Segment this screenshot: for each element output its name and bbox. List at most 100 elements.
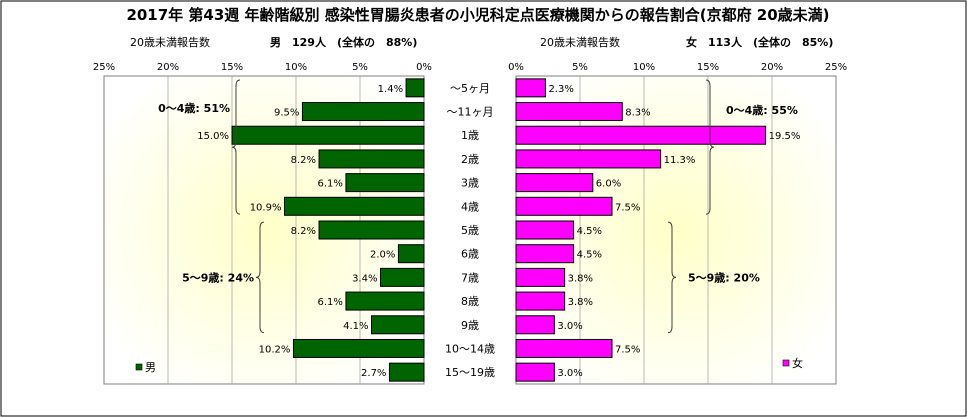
female-bar-label: 19.5% [769, 131, 801, 142]
female-header-count-label: 20歳未満報告数 [540, 36, 620, 49]
male-bar-label: 10.9% [250, 202, 282, 213]
female-bar-label: 7.5% [615, 344, 640, 355]
category-label-5: 4歳 [461, 200, 479, 213]
category-label-1: ～11ヶ月 [447, 106, 494, 119]
male-bar-label: 2.0% [370, 250, 395, 261]
male-bar-label: 1.4% [378, 84, 403, 95]
female-x-tick-label: 0% [508, 62, 524, 73]
female-header-summary: 女 113人 (全体の 85%) [686, 35, 833, 49]
male-bar-label: 8.2% [291, 226, 316, 237]
male-bar-label: 4.1% [343, 321, 368, 332]
male-bar-label: 15.0% [197, 131, 229, 142]
female-bar [515, 173, 594, 193]
male-bar [388, 362, 425, 382]
female-x-tick-label: 5% [572, 62, 588, 73]
female-bar-label: 2.3% [548, 84, 573, 95]
female-bar-label: 8.3% [625, 108, 650, 119]
male-bar-label: 8.2% [291, 155, 316, 166]
female-bar-label: 3.0% [557, 368, 582, 379]
female-bracket-0-4 [705, 79, 715, 215]
female-bracket-label-0-4: 0～4歳: 55% [726, 103, 798, 117]
female-bar [515, 196, 613, 216]
male-header-summary: 男 129人 (全体の 88%) [270, 35, 417, 49]
male-plot-area: 25% 20% 15% 10% 5% 0% 1.4% 9.5% 15.0% 8.2% 6.1% 10.… [93, 62, 432, 385]
male-bracket-5-9 [255, 221, 265, 334]
category-label-11: 10～14歳 [445, 342, 495, 355]
category-label-2: 1歳 [461, 129, 479, 142]
female-legend-label: 女 [792, 356, 803, 370]
category-label-4: 3歳 [461, 177, 479, 190]
male-bar [371, 315, 425, 335]
male-bar [345, 173, 425, 193]
male-legend-swatch [135, 363, 143, 371]
male-x-tick-label: 10% [285, 62, 307, 73]
male-bar-label: 9.5% [274, 108, 299, 119]
category-label-3: 2歳 [461, 153, 479, 166]
category-label-0: ～5ヶ月 [450, 82, 490, 95]
male-bar [283, 196, 425, 216]
category-label-7: 6歳 [461, 248, 479, 261]
female-bar [515, 338, 613, 358]
male-bar [231, 125, 425, 145]
male-bracket-label-0-4: 0～4歳: 51% [158, 101, 230, 115]
female-bar-label: 6.0% [596, 179, 621, 190]
female-bar-label: 7.5% [615, 202, 640, 213]
male-bar [318, 220, 425, 240]
male-header: 20歳未満報告数 男 129人 (全体の 88%) [130, 35, 417, 49]
female-bar [515, 78, 546, 98]
category-labels: ～5ヶ月 ～11ヶ月 1歳 2歳 3歳 4歳 5歳 6歳 7歳 8歳 9歳 10～14歳 15～19歳 [445, 82, 495, 379]
male-legend-label: 男 [145, 361, 156, 374]
category-label-12: 15～19歳 [445, 366, 495, 379]
female-bar-label: 3.8% [568, 297, 593, 308]
female-bar [515, 220, 575, 240]
male-bar [301, 102, 425, 122]
male-bar-label: 10.2% [259, 344, 291, 355]
female-bar [515, 362, 555, 382]
female-legend-swatch [782, 359, 790, 367]
female-bar [515, 291, 566, 311]
female-bar [515, 315, 555, 335]
chart-title: 2017年 第43週 年齢階級別 感染性胃腸炎患者の小児科定点医療機関からの報告… [126, 6, 829, 24]
female-x-tick-label: 10% [633, 62, 655, 73]
category-label-9: 8歳 [461, 295, 479, 308]
female-bracket-5-9 [667, 221, 677, 334]
male-x-tick-label: 0% [416, 62, 432, 73]
female-x-tick-label: 20% [761, 62, 783, 73]
female-bar [515, 244, 575, 264]
male-bar [292, 338, 425, 358]
category-label-8: 7歳 [461, 271, 479, 284]
male-bar-label: 6.1% [318, 297, 343, 308]
male-bracket-0-4 [231, 79, 241, 215]
female-bar [515, 125, 767, 145]
category-label-6: 5歳 [461, 224, 479, 237]
male-bar [397, 244, 425, 264]
male-bar [405, 78, 425, 98]
female-bar-label: 4.5% [577, 250, 602, 261]
female-bar-label: 3.8% [568, 273, 593, 284]
female-plot-area: 0% 5% 10% 15% 20% 25% 2.3% 8.3% 19.5% 11.3% 6.0% 7.… [508, 62, 847, 385]
female-x-tick-label: 25% [825, 62, 847, 73]
female-bracket-label-5-9: 5～9歳: 20% [688, 270, 760, 284]
male-bar-label: 6.1% [318, 179, 343, 190]
female-bar [515, 102, 623, 122]
female-bar [515, 267, 566, 287]
female-x-tick-label: 15% [697, 62, 719, 73]
male-x-tick-label: 20% [157, 62, 179, 73]
female-bar-label: 3.0% [557, 321, 582, 332]
male-bar-label: 2.7% [361, 368, 386, 379]
male-x-tick-label: 5% [352, 62, 368, 73]
male-bar [318, 149, 425, 169]
male-bar-label: 3.4% [352, 273, 377, 284]
male-x-tick-label: 15% [221, 62, 243, 73]
female-header: 20歳未満報告数 女 113人 (全体の 85%) [540, 35, 833, 49]
male-header-count-label: 20歳未満報告数 [130, 36, 210, 49]
female-bar-label: 4.5% [577, 226, 602, 237]
category-label-10: 9歳 [461, 319, 479, 332]
male-bracket-label-5-9: 5～9歳: 24% [182, 270, 254, 284]
male-x-tick-label: 25% [93, 62, 115, 73]
female-bar [515, 149, 662, 169]
male-bar [345, 291, 425, 311]
male-bar [379, 267, 425, 287]
female-bar-label: 11.3% [664, 155, 696, 166]
